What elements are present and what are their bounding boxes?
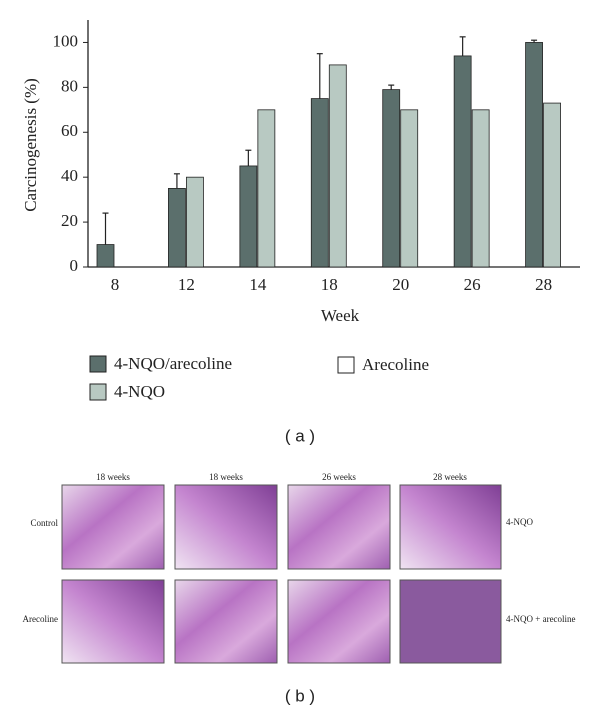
y-tick-label: 20 <box>61 211 78 230</box>
legend-label: 4-NQO/arecoline <box>114 354 232 373</box>
column-label: 18 weeks <box>96 472 130 482</box>
histology-image <box>399 484 502 570</box>
row-label: 4-NQO <box>506 517 533 527</box>
legend-swatch <box>89 355 107 373</box>
bar <box>382 89 401 268</box>
error-bar <box>459 36 466 56</box>
y-axis-label: Carcinogenesis (%) <box>21 78 40 212</box>
legend-label: Arecoline <box>362 355 429 374</box>
y-tick-label: 100 <box>53 31 79 50</box>
column-label: 26 weeks <box>322 472 356 482</box>
y-tick-label: 40 <box>61 166 78 185</box>
x-tick-label: 26 <box>464 275 481 294</box>
bar <box>471 109 490 268</box>
bar <box>168 188 186 268</box>
histology-image <box>174 579 278 664</box>
bar <box>525 42 543 268</box>
x-tick-label: 28 <box>535 275 552 294</box>
legend-swatch <box>89 383 107 401</box>
row-label: Arecoline <box>23 614 58 624</box>
error-bar <box>316 53 323 99</box>
x-tick-label: 12 <box>178 275 195 294</box>
x-tick-label: 18 <box>321 275 338 294</box>
x-tick-label: 14 <box>249 275 267 294</box>
bar <box>328 64 347 268</box>
x-axis-label: Week <box>321 306 360 325</box>
error-bar <box>531 39 538 43</box>
bar <box>543 102 561 268</box>
bar <box>96 244 115 268</box>
column-label: 18 weeks <box>209 472 243 482</box>
panel-label: ( a ) <box>285 426 315 445</box>
bar <box>400 109 419 268</box>
column-label: 28 weeks <box>433 472 467 482</box>
histology-image <box>174 484 278 570</box>
legend-label: 4-NQO <box>114 382 165 401</box>
y-tick-label: 0 <box>70 256 79 275</box>
bar <box>239 165 258 268</box>
histology-image <box>61 484 165 570</box>
bar <box>257 109 276 268</box>
histology-images <box>61 484 502 664</box>
histology-image <box>399 579 502 664</box>
x-tick-label: 20 <box>392 275 409 294</box>
row-label: Control <box>30 518 58 528</box>
error-bar <box>245 149 252 166</box>
histology-image <box>287 484 391 570</box>
x-tick-label: 8 <box>111 275 120 294</box>
row-label: 4-NQO + arecoline <box>506 614 576 624</box>
y-tick-label: 80 <box>61 76 78 95</box>
error-bar <box>102 212 109 245</box>
histology-image <box>287 579 391 664</box>
bar <box>186 176 204 268</box>
panel-label: ( b ) <box>285 686 315 705</box>
bar <box>453 55 472 268</box>
error-bar <box>173 173 180 189</box>
bar <box>310 98 329 268</box>
legend-swatch <box>337 356 355 374</box>
histology-image <box>61 579 165 664</box>
error-bar <box>388 84 395 90</box>
y-tick-label: 60 <box>61 121 78 140</box>
